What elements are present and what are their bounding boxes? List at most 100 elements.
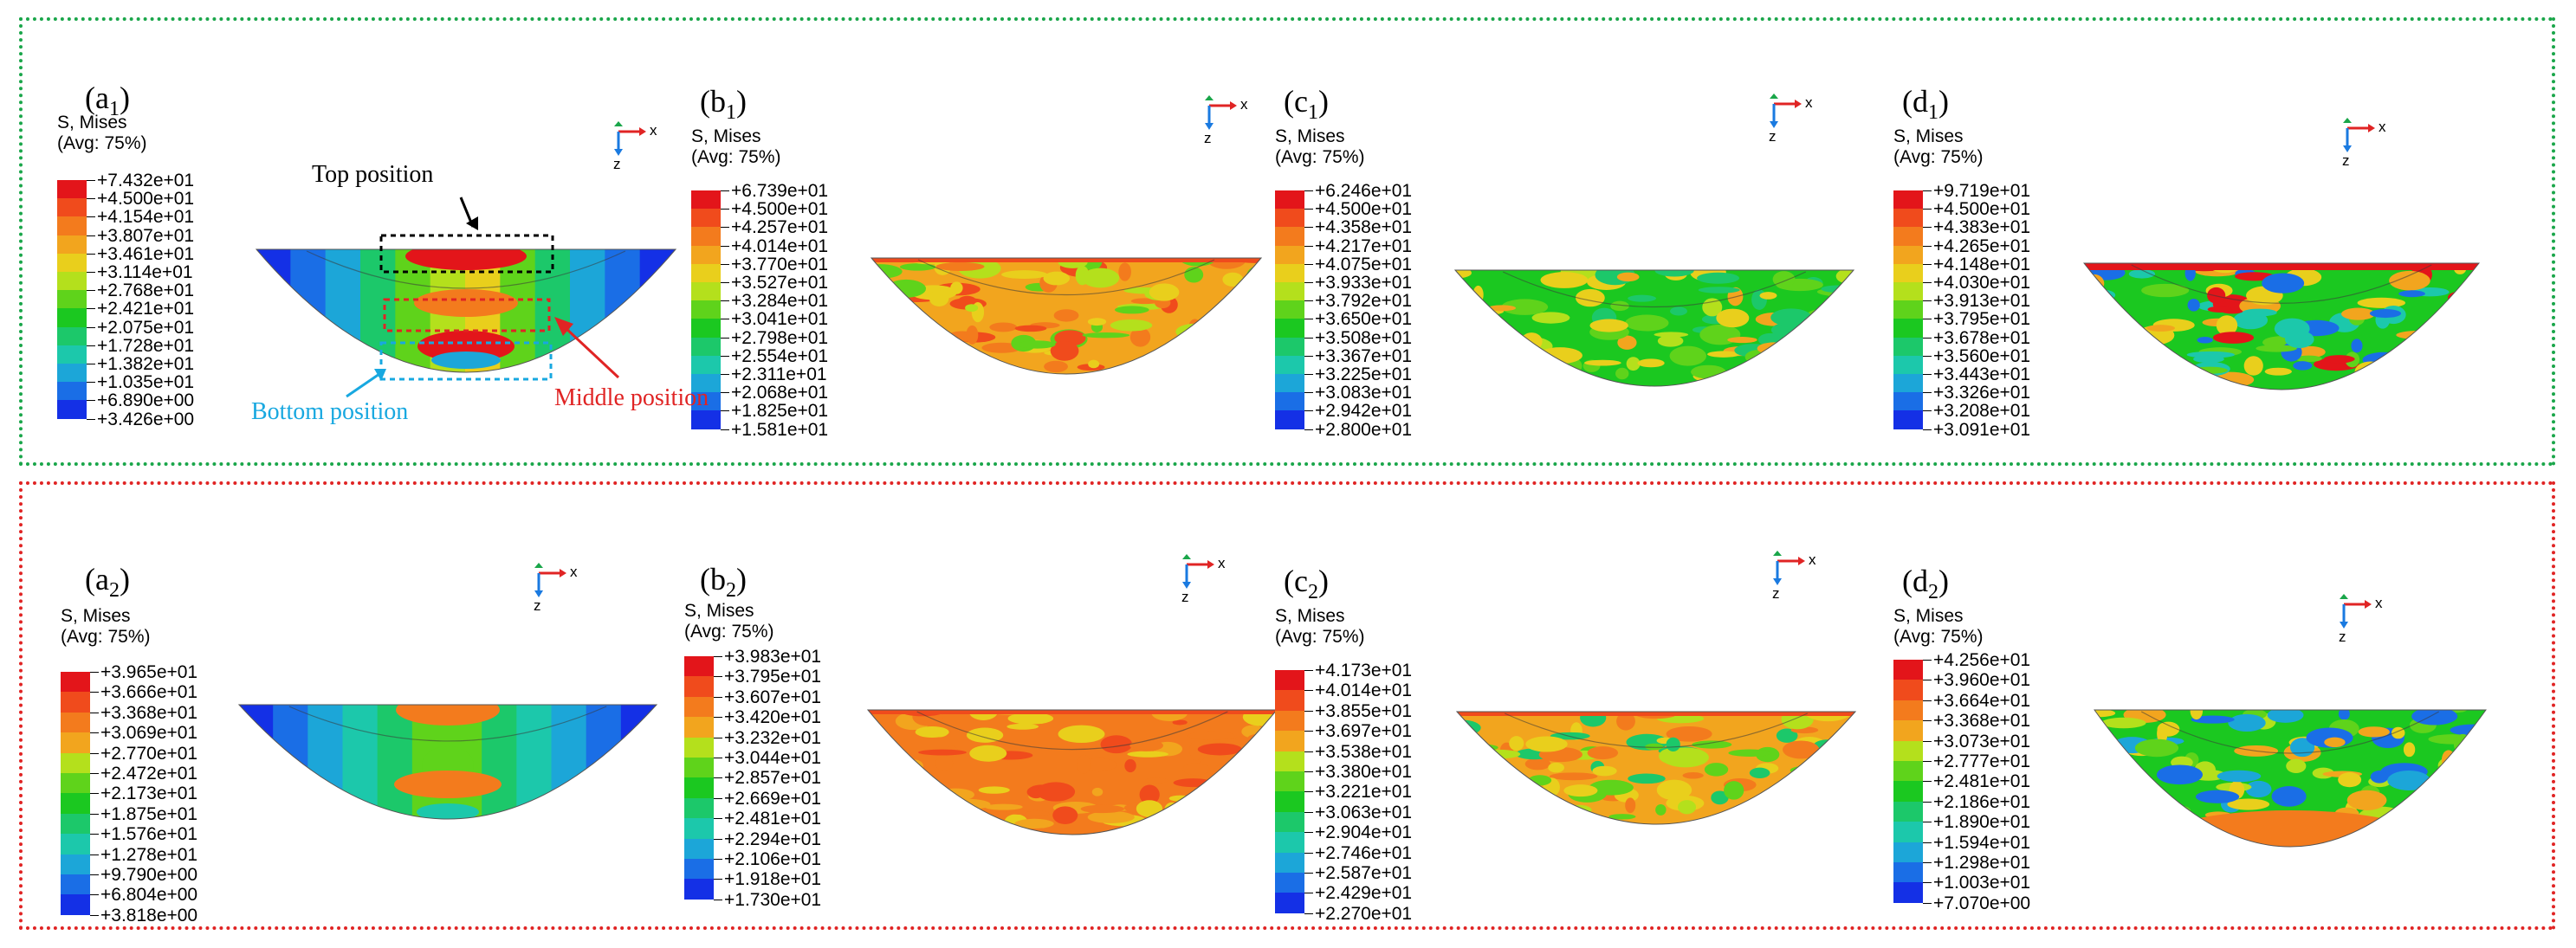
legend-tick bbox=[721, 190, 729, 191]
legend-swatch bbox=[1275, 811, 1304, 833]
legend-swatch bbox=[691, 300, 721, 319]
legend-value: +3.063e+01 bbox=[1315, 802, 1413, 822]
panel-label-subscript: 2 bbox=[1307, 581, 1318, 604]
legend-tick bbox=[714, 797, 722, 799]
legend-value: +3.380e+01 bbox=[1315, 762, 1413, 782]
contour-patch bbox=[1516, 365, 1541, 385]
legend-value: +4.075e+01 bbox=[1315, 254, 1413, 274]
contour-patch bbox=[2338, 710, 2350, 720]
legend-swatch bbox=[684, 818, 714, 840]
legend-value: +3.527e+01 bbox=[731, 273, 829, 293]
axis-z-label: z bbox=[1204, 130, 1212, 146]
axis-x-arrowhead bbox=[2368, 124, 2375, 132]
legend-value: +4.030e+01 bbox=[1933, 273, 2031, 293]
legend-value: +2.472e+01 bbox=[100, 764, 198, 784]
contour-patch bbox=[2433, 341, 2460, 357]
legend-tick bbox=[1923, 781, 1932, 783]
contour-patch bbox=[1081, 268, 1120, 288]
legend-value: +3.818e+00 bbox=[100, 905, 198, 925]
contour-patch bbox=[1724, 781, 1744, 800]
legend-swatch bbox=[1275, 209, 1304, 228]
legend-value: +3.069e+01 bbox=[100, 723, 198, 744]
axis-z-arrowhead bbox=[2340, 622, 2348, 629]
contour-patch bbox=[871, 350, 908, 365]
legend-swatch bbox=[684, 717, 714, 738]
contour-patch bbox=[1025, 810, 1050, 816]
contour-patch bbox=[1006, 723, 1039, 730]
legend-value: +2.904e+01 bbox=[1315, 822, 1413, 843]
contour-patch bbox=[2389, 270, 2430, 291]
legend-swatch bbox=[57, 180, 87, 199]
contour-patch bbox=[1082, 332, 1130, 339]
contour-patch bbox=[1575, 288, 1605, 307]
contour-patch bbox=[1608, 814, 1636, 820]
legend-tick bbox=[1304, 392, 1313, 394]
legend-swatch bbox=[1893, 822, 1923, 843]
axis-x-label: x bbox=[1809, 551, 1816, 568]
contour-patch bbox=[1043, 271, 1071, 286]
legend-value: +2.481e+01 bbox=[1933, 771, 2031, 792]
contour-patch bbox=[2197, 336, 2213, 344]
legend-tick bbox=[1304, 811, 1313, 813]
legend-averaging: (Avg: 75%) bbox=[57, 133, 147, 153]
axis-x-label: x bbox=[650, 122, 657, 139]
legend-value: +2.587e+01 bbox=[1315, 863, 1413, 883]
contour-patch bbox=[2207, 287, 2226, 304]
contour-patch bbox=[1610, 300, 1629, 312]
legend-swatch bbox=[684, 696, 714, 718]
contour-patch bbox=[1221, 796, 1246, 808]
panel-label-b1: (b1) bbox=[700, 83, 747, 125]
axis-z-label: z bbox=[2342, 152, 2350, 169]
contour-patch bbox=[2396, 331, 2440, 339]
contour-patch bbox=[1669, 345, 1707, 366]
legend-tick bbox=[714, 859, 722, 860]
legend-value: +1.730e+01 bbox=[724, 889, 822, 910]
legend-variable: S, Mises bbox=[57, 113, 127, 132]
contour-patch bbox=[1697, 272, 1739, 284]
legend-swatch bbox=[684, 797, 714, 819]
legend-tick bbox=[90, 752, 99, 754]
legend-value: +3.538e+01 bbox=[1315, 741, 1413, 762]
contour-patch bbox=[2294, 345, 2326, 358]
contour-patch bbox=[2245, 780, 2272, 798]
legend-tick bbox=[1304, 852, 1313, 854]
legend-header-d2: S, Mises (Avg: 75%) bbox=[1893, 606, 1984, 648]
contour-patch bbox=[2441, 750, 2456, 770]
contour-patch bbox=[920, 342, 955, 350]
contour-patch bbox=[1213, 764, 1230, 784]
legend-tick bbox=[87, 308, 95, 310]
panel-label-subscript: 2 bbox=[726, 579, 736, 603]
legend-swatch bbox=[1275, 355, 1304, 375]
panel-label-c1: (c1) bbox=[1284, 83, 1329, 125]
legend-swatch bbox=[684, 859, 714, 880]
contour-patch bbox=[1654, 332, 1689, 338]
legend-tick bbox=[1923, 882, 1932, 884]
legend-tick bbox=[90, 914, 99, 916]
contour-patch bbox=[396, 705, 500, 726]
contour-patch bbox=[2212, 332, 2255, 344]
legend-value: +1.825e+01 bbox=[731, 401, 829, 422]
contour-patch bbox=[916, 355, 954, 364]
contour-patch bbox=[1790, 781, 1832, 800]
legend-swatch bbox=[1893, 740, 1923, 762]
contour-patch bbox=[2156, 764, 2203, 785]
contour-patch bbox=[966, 325, 979, 345]
legend-swatch bbox=[61, 712, 90, 733]
panel-label-main: (c bbox=[1284, 564, 1308, 598]
contour-patch bbox=[1091, 787, 1104, 796]
contour-patch bbox=[2161, 371, 2209, 387]
contour-plot-b2 bbox=[866, 709, 1278, 835]
contour-patch bbox=[1472, 285, 1484, 304]
contour-patch bbox=[417, 803, 479, 819]
legend-value: +2.421e+01 bbox=[97, 299, 195, 319]
legend-value: +1.278e+01 bbox=[100, 844, 198, 865]
legend-swatch bbox=[1893, 355, 1923, 375]
legend-value: +4.148e+01 bbox=[1933, 254, 2031, 274]
legend-tick bbox=[1923, 700, 1932, 701]
contour-patch bbox=[2446, 797, 2473, 815]
contour-patch bbox=[2107, 787, 2137, 803]
contour-patch bbox=[1501, 299, 1549, 315]
legend-value: +2.554e+01 bbox=[731, 345, 829, 366]
axis-x-label: x bbox=[2375, 595, 2383, 611]
